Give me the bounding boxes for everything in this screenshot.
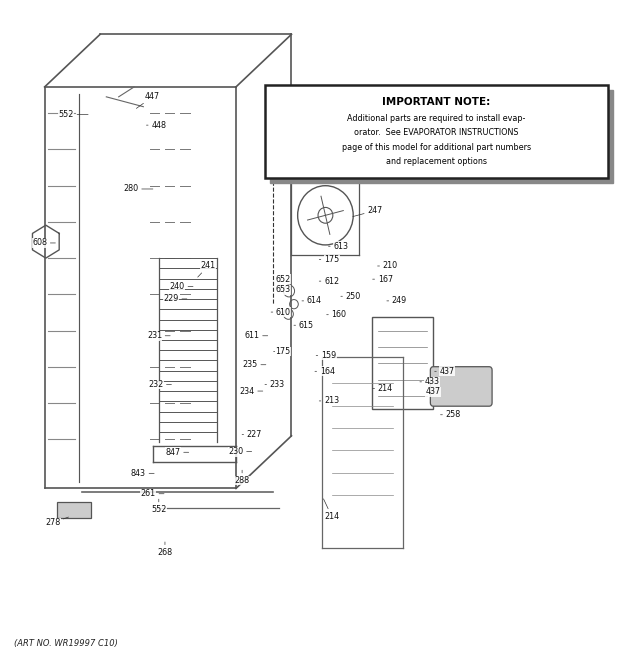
Text: 164: 164 <box>315 367 335 376</box>
Text: IMPORTANT NOTE:: IMPORTANT NOTE: <box>383 97 490 107</box>
FancyBboxPatch shape <box>270 91 613 183</box>
Text: 613: 613 <box>329 242 348 251</box>
Text: 652: 652 <box>276 275 291 284</box>
Text: 447: 447 <box>136 93 160 108</box>
Text: 210: 210 <box>378 262 398 270</box>
Text: 230: 230 <box>228 447 252 456</box>
Text: 433: 433 <box>420 377 440 386</box>
Text: 250: 250 <box>341 292 361 301</box>
Text: 610: 610 <box>271 307 291 317</box>
Bar <box>372 317 433 409</box>
Text: 278: 278 <box>45 517 69 527</box>
Text: 175: 175 <box>273 347 290 356</box>
Text: 214: 214 <box>324 499 339 521</box>
Text: 611: 611 <box>244 331 268 340</box>
Text: 552: 552 <box>151 499 166 514</box>
Text: 437: 437 <box>435 367 454 376</box>
Text: 233: 233 <box>265 380 285 389</box>
Text: Additional parts are required to install evap-: Additional parts are required to install… <box>347 114 526 123</box>
Text: orator.  See EVAPORATOR INSTRUCTIONS: orator. See EVAPORATOR INSTRUCTIONS <box>354 128 519 137</box>
Text: 232: 232 <box>148 380 172 389</box>
Text: 167: 167 <box>373 275 393 284</box>
Text: 614: 614 <box>302 296 322 305</box>
Text: 437: 437 <box>426 387 441 396</box>
Text: 175: 175 <box>319 255 339 264</box>
Text: 247: 247 <box>353 206 383 217</box>
Text: 240: 240 <box>170 282 193 291</box>
Text: and replacement options: and replacement options <box>386 157 487 167</box>
FancyBboxPatch shape <box>430 367 492 407</box>
Text: 213: 213 <box>319 397 339 405</box>
Text: 653: 653 <box>276 285 291 294</box>
Text: 552: 552 <box>58 110 88 119</box>
Text: 288: 288 <box>234 470 250 485</box>
Text: 280: 280 <box>123 184 153 194</box>
Text: 159: 159 <box>316 351 336 360</box>
Text: 615: 615 <box>294 321 314 330</box>
Text: 261: 261 <box>141 489 164 498</box>
FancyBboxPatch shape <box>265 85 608 178</box>
Text: 847: 847 <box>166 447 188 457</box>
Text: page of this model for additional part numbers: page of this model for additional part n… <box>342 143 531 152</box>
Text: 235: 235 <box>242 360 266 369</box>
Text: 608: 608 <box>32 239 55 247</box>
Text: (ART NO. WR19997 C10): (ART NO. WR19997 C10) <box>14 639 118 648</box>
Text: 258: 258 <box>441 410 461 419</box>
Text: 268: 268 <box>157 542 172 557</box>
Text: 214: 214 <box>373 384 393 393</box>
Text: 612: 612 <box>319 277 339 286</box>
Text: 241: 241 <box>198 262 216 277</box>
Text: 229: 229 <box>164 294 187 303</box>
Text: 234: 234 <box>239 387 263 395</box>
Text: 231: 231 <box>147 331 171 340</box>
Text: 227: 227 <box>242 430 262 439</box>
Text: 249: 249 <box>387 296 407 305</box>
Text: 843: 843 <box>131 469 154 478</box>
Bar <box>57 502 91 518</box>
Text: 160: 160 <box>327 310 347 319</box>
Text: 448: 448 <box>146 121 166 130</box>
